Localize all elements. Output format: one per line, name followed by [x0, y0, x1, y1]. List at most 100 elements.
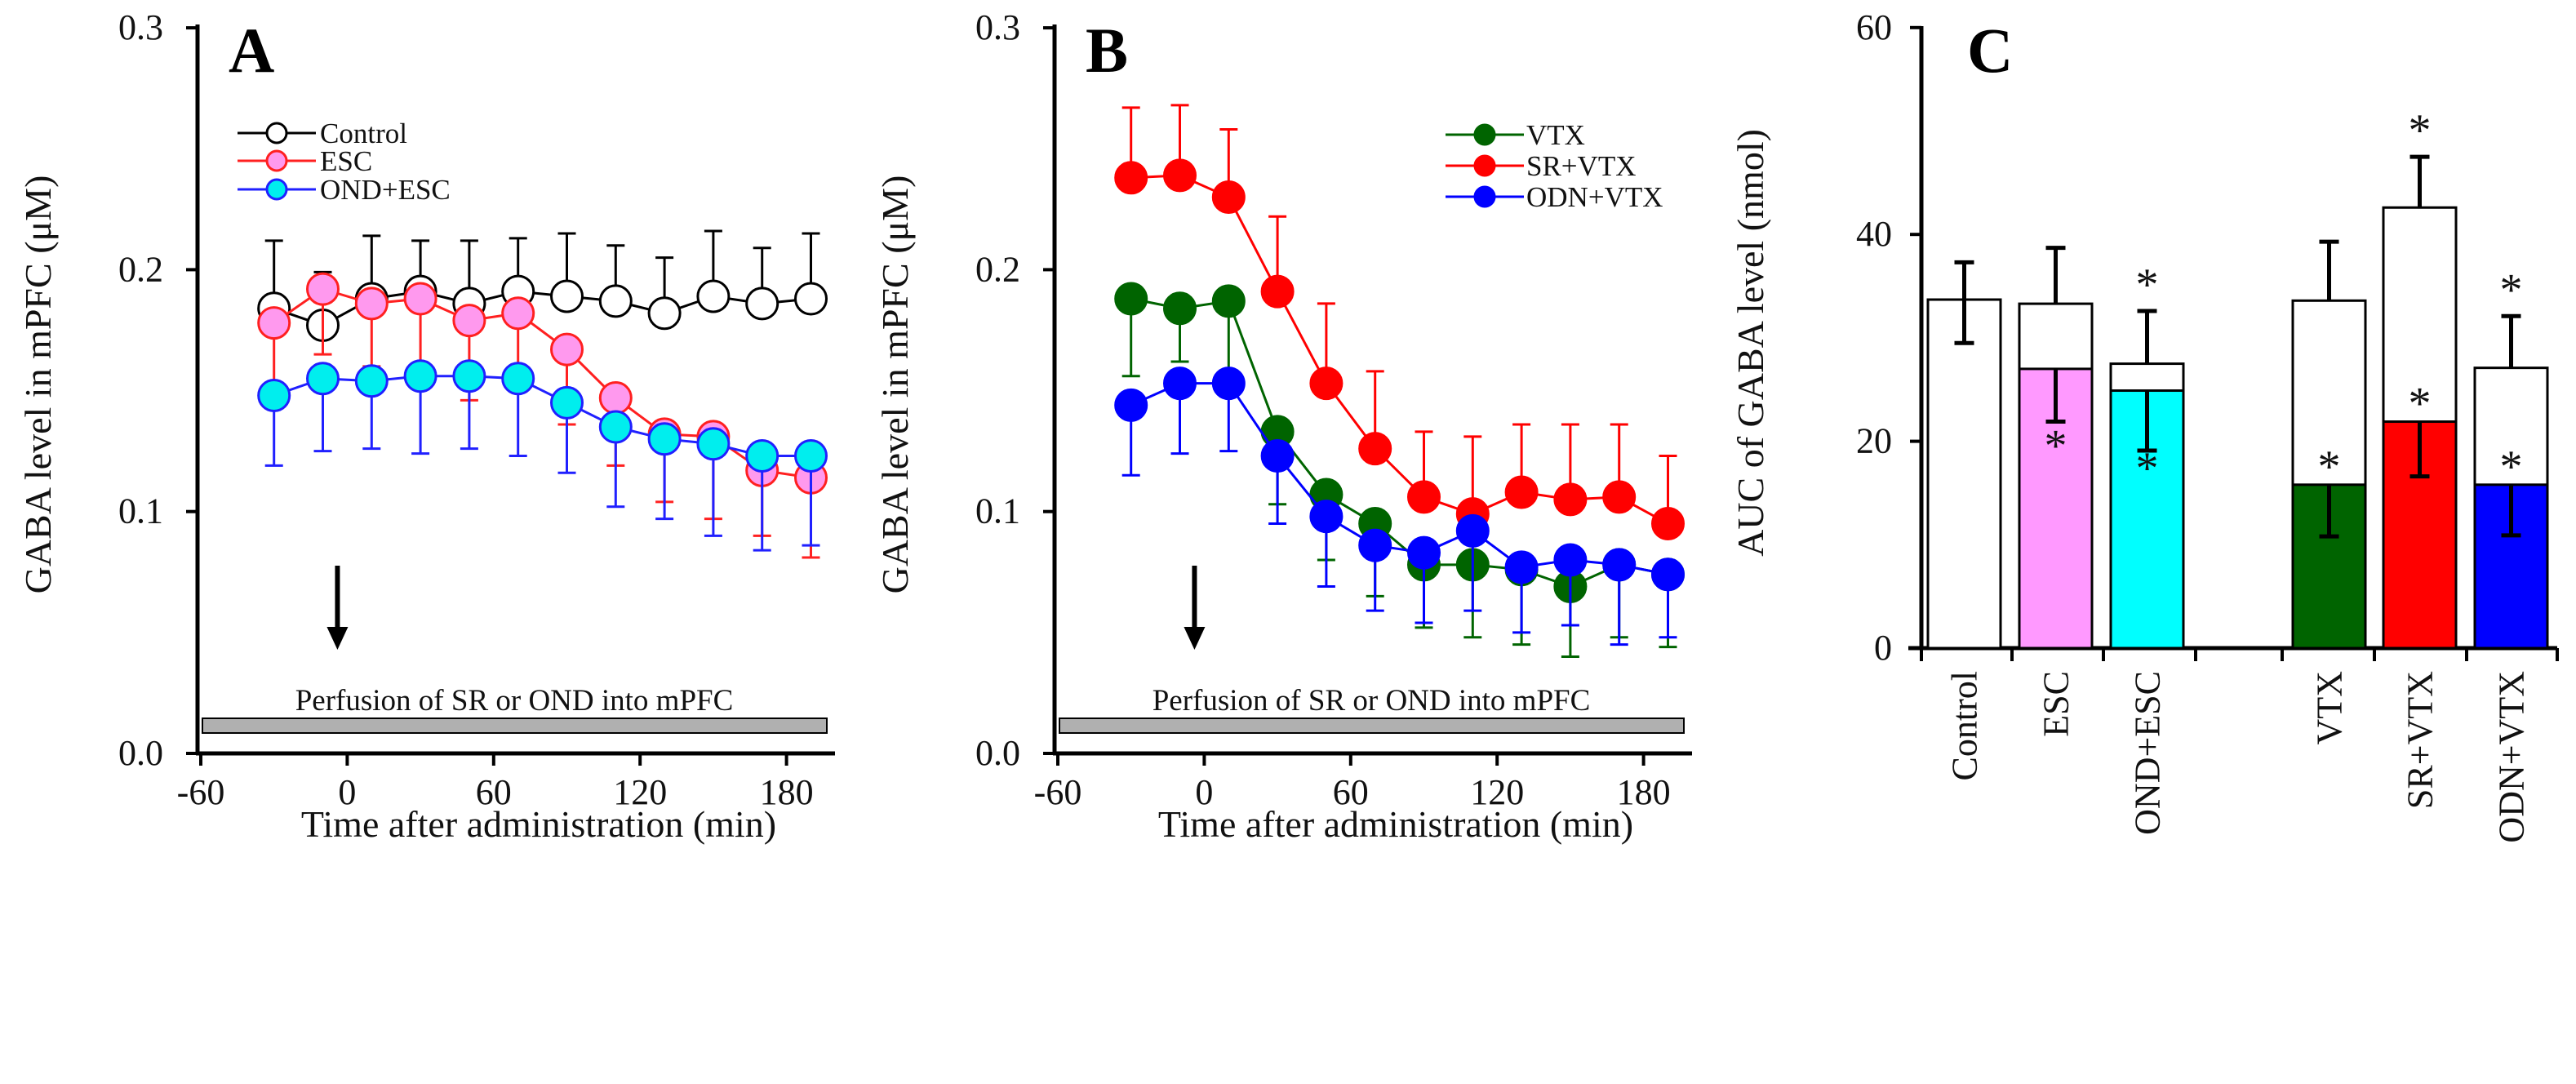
perfusion-label: Perfusion of SR or OND into mPFC — [295, 684, 734, 717]
data-point — [257, 306, 291, 340]
series-vtx — [1114, 282, 1685, 658]
legend-label: VTX — [1526, 119, 1585, 151]
x-tick-label: -60 — [1034, 772, 1082, 812]
bar-group-sr-vtx: * * SR+VTX — [2382, 105, 2458, 809]
perfusion-label: Perfusion of SR or OND into mPFC — [1153, 684, 1591, 717]
bar-colored — [2018, 367, 2094, 650]
legend-label: OND+ESC — [320, 174, 451, 206]
series-ond-esc — [257, 359, 828, 552]
data-point — [647, 422, 682, 456]
data-point — [1455, 513, 1490, 548]
y-tick-label: 0.0 — [975, 733, 1020, 773]
y-tick-label: 0.3 — [975, 7, 1020, 47]
data-point — [1211, 367, 1246, 401]
data-point — [794, 282, 828, 316]
y-axis-label: AUC of GABA level (nmol) — [1730, 129, 1771, 557]
data-point — [1163, 367, 1197, 401]
data-point — [1504, 550, 1539, 584]
y-tick-label: 0.1 — [118, 491, 163, 531]
y-tick-label: 0 — [1874, 628, 1892, 668]
y-tick-label: 40 — [1856, 214, 1892, 254]
y-tick-label: 0.2 — [975, 249, 1020, 289]
data-point — [598, 284, 633, 318]
x-axis-label: Time after administration (min) — [301, 803, 776, 845]
series-line — [1130, 174, 1669, 525]
bar-group-esc: * ESC — [2018, 246, 2094, 737]
legend-label: SR+VTX — [1526, 150, 1636, 182]
x-tick-label: 0 — [338, 772, 356, 812]
data-point — [452, 359, 486, 393]
data-point — [306, 362, 340, 396]
legend-marker — [1473, 154, 1496, 177]
x-axis-label: Time after administration (min) — [1158, 803, 1633, 845]
x-tick-label: 120 — [613, 772, 667, 812]
legend-label: ODN+VTX — [1526, 181, 1663, 213]
data-point — [1358, 528, 1392, 562]
category-label: VTX — [2310, 671, 2350, 744]
panel-letter: C — [1967, 15, 2013, 86]
data-point — [1651, 507, 1685, 541]
data-point — [257, 378, 291, 412]
data-point — [501, 296, 535, 331]
data-point — [1114, 388, 1148, 422]
panel-letter: A — [229, 15, 274, 86]
arrow-icon — [326, 627, 349, 650]
category-label: ODN+VTX — [2492, 671, 2532, 843]
legend-marker — [265, 178, 288, 201]
significance-star: * — [2136, 260, 2159, 310]
y-tick-label: 20 — [1856, 421, 1892, 461]
data-point — [1309, 367, 1344, 401]
perfusion-bar — [202, 717, 828, 734]
y-axis-label: GABA level in mPFC (μM) — [17, 175, 59, 594]
category-label: SR+VTX — [2401, 671, 2441, 809]
bar-group-vtx: * VTX — [2291, 239, 2367, 744]
data-point — [745, 439, 779, 473]
x-tick-label: 120 — [1470, 772, 1524, 812]
data-point — [1504, 475, 1539, 509]
series-line — [273, 375, 811, 458]
category-label: Control — [1945, 671, 1985, 780]
x-tick-label: 180 — [760, 772, 814, 812]
significance-star: * — [2045, 421, 2067, 472]
data-point — [1260, 439, 1295, 473]
perfusion-bar — [1059, 717, 1685, 734]
data-point — [1553, 482, 1588, 517]
y-tick-label: 0.3 — [118, 7, 163, 47]
data-point — [354, 287, 389, 321]
y-tick-label: 0.0 — [118, 733, 163, 773]
data-point — [1407, 535, 1441, 570]
data-point — [1651, 558, 1685, 592]
data-point — [1602, 548, 1637, 582]
significance-star: * — [2409, 379, 2432, 429]
data-point — [1309, 500, 1344, 534]
bar-group-ond-esc: * * OND+ESC — [2109, 260, 2185, 835]
legend-label: Control — [320, 118, 407, 149]
legend-marker — [1473, 123, 1496, 146]
data-point — [403, 282, 437, 316]
bar-group-control: Control — [1926, 260, 2002, 780]
data-point — [403, 359, 437, 393]
y-axis-label: GABA level in mPFC (μM) — [874, 175, 916, 594]
x-tick-label: 180 — [1617, 772, 1671, 812]
x-tick-label: -60 — [177, 772, 225, 812]
significance-star: * — [2409, 105, 2432, 156]
y-tick-label: 60 — [1856, 7, 1892, 47]
data-point — [306, 272, 340, 306]
data-point — [598, 380, 633, 415]
x-tick-label: 60 — [1333, 772, 1369, 812]
arrow-icon — [1184, 627, 1206, 650]
data-point — [1163, 158, 1197, 193]
data-point — [1602, 480, 1637, 514]
data-point — [354, 364, 389, 398]
data-point — [1114, 161, 1148, 195]
legend-marker — [1473, 185, 1496, 208]
series-control — [257, 229, 828, 343]
data-point — [1358, 432, 1392, 466]
series-odn-vtx — [1114, 367, 1685, 646]
data-point — [452, 304, 486, 338]
series-esc — [257, 272, 828, 559]
data-point — [1163, 291, 1197, 326]
